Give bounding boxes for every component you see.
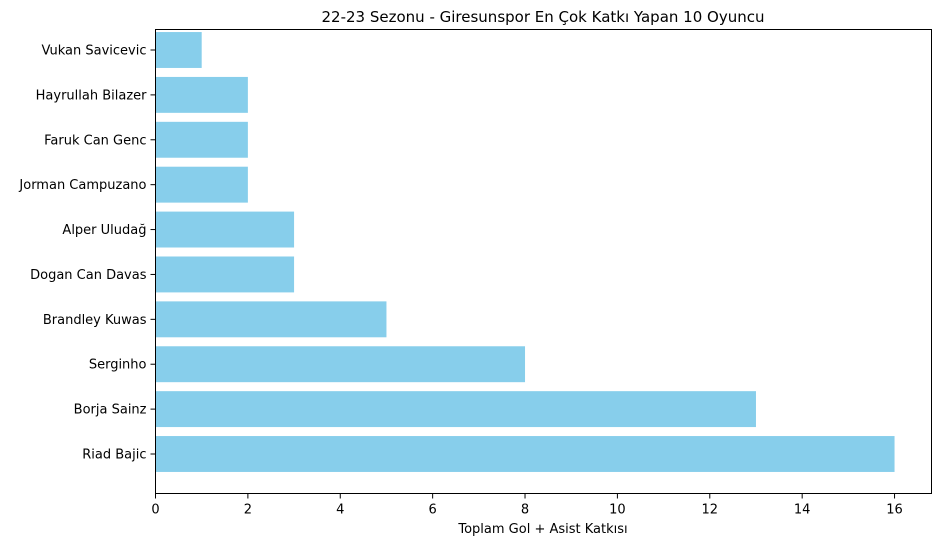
y-tick-label: Hayrullah Bilazer [36,88,148,103]
bar-riad-bajic [155,436,895,472]
y-tick-label: Brandley Kuwas [43,313,147,328]
y-tick-label: Borja Sainz [74,403,147,418]
bar-borja-sainz [155,391,756,428]
x-tick-label: 16 [886,503,903,518]
x-tick-label: 12 [702,503,719,518]
chart-title: 22-23 Sezonu - Giresunspor En Çok Katkı … [322,8,765,26]
y-tick-label: Serginho [89,358,147,373]
x-tick-label: 6 [429,503,437,518]
x-tick-label: 10 [609,503,626,518]
bars-group [155,32,895,472]
bar-serginho [155,346,526,383]
x-tick-label: 14 [794,503,811,518]
bar-dogan-can-davas [155,256,295,293]
y-tick-label: Jorman Campuzano [18,178,146,193]
x-tick-label: 4 [336,503,344,518]
bar-jorman-campuzano [155,166,248,203]
x-tick-label: 8 [521,503,529,518]
x-axis-ticks: 0 2 4 6 8 10 12 14 16 [151,493,903,518]
y-axis-ticks: Riad Bajic Borja Sainz Serginho Brandley Ku… [18,44,156,463]
bar-hayrullah-bilazer [155,76,248,113]
y-tick-label: Riad Bajic [82,448,146,463]
y-tick-label: Dogan Can Davas [30,268,147,283]
bar-vukan-savicevic [155,32,202,68]
y-tick-label: Alper Uludağ [62,223,146,238]
bar-alper-uluda- [155,211,295,248]
x-tick-label: 2 [244,503,252,518]
x-tick-label: 0 [151,503,159,518]
plot-frame [155,29,932,494]
y-tick-label: Vukan Savicevic [41,44,146,59]
bar-brandley-kuwas [155,301,387,338]
x-axis-label: Toplam Gol + Asist Katkısı [457,522,627,537]
bar-faruk-can-genc [155,121,248,158]
y-tick-label: Faruk Can Genc [44,133,146,148]
